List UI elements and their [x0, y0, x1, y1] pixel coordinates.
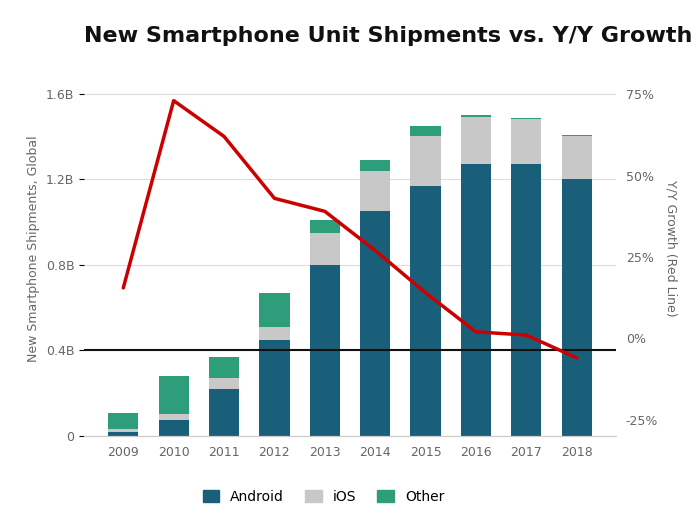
- Bar: [561, 136, 591, 179]
- Bar: [309, 265, 340, 436]
- Bar: [360, 171, 391, 211]
- Bar: [561, 179, 591, 436]
- Bar: [209, 378, 239, 389]
- Bar: [259, 293, 290, 327]
- Bar: [108, 428, 139, 432]
- Bar: [209, 357, 239, 378]
- Bar: [511, 120, 541, 164]
- Bar: [410, 186, 441, 436]
- Bar: [511, 164, 541, 436]
- Bar: [108, 432, 139, 436]
- Bar: [561, 135, 591, 136]
- Bar: [410, 126, 441, 136]
- Bar: [108, 412, 139, 428]
- Bar: [360, 160, 391, 171]
- Bar: [159, 420, 189, 436]
- Bar: [259, 340, 290, 436]
- Y-axis label: Y/Y Growth (Red Line): Y/Y Growth (Red Line): [664, 181, 678, 317]
- Bar: [461, 117, 491, 164]
- Bar: [461, 115, 491, 117]
- Y-axis label: New Smartphone Shipments, Global: New Smartphone Shipments, Global: [27, 135, 40, 362]
- Bar: [309, 220, 340, 233]
- Bar: [410, 136, 441, 186]
- Bar: [309, 233, 340, 265]
- Bar: [259, 327, 290, 340]
- Text: New Smartphone Unit Shipments vs. Y/Y Growth: New Smartphone Unit Shipments vs. Y/Y Gr…: [84, 26, 692, 46]
- Bar: [209, 389, 239, 436]
- Legend: Android, iOS, Other: Android, iOS, Other: [197, 484, 450, 509]
- Bar: [159, 376, 189, 413]
- Bar: [159, 413, 189, 420]
- Bar: [511, 119, 541, 120]
- Bar: [461, 164, 491, 436]
- Bar: [360, 211, 391, 436]
